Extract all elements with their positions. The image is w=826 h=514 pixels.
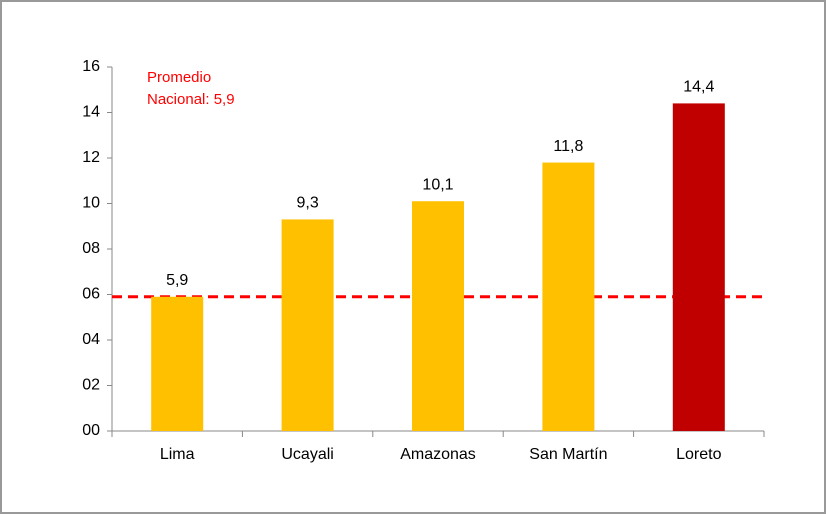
- value-label: 5,9: [166, 272, 188, 289]
- y-tick-label: 00: [82, 422, 100, 439]
- reference-label: Promedio: [147, 69, 211, 86]
- value-label: 14,4: [683, 79, 714, 96]
- x-tick-label: Lima: [160, 446, 195, 463]
- y-tick-label: 14: [82, 104, 100, 121]
- x-tick-label: Loreto: [676, 446, 721, 463]
- bar: [281, 219, 334, 431]
- y-tick-label: 04: [82, 331, 100, 348]
- bar: [151, 296, 204, 431]
- value-label: 11,8: [553, 138, 583, 155]
- y-tick-label: 06: [82, 286, 100, 303]
- y-tick-label: 08: [82, 240, 100, 257]
- x-tick-label: San Martín: [529, 446, 607, 463]
- y-tick-label: 12: [82, 149, 100, 166]
- y-tick-label: 10: [82, 195, 100, 212]
- reference-label: Nacional: 5,9: [147, 91, 235, 108]
- value-label: 10,1: [422, 176, 453, 193]
- bar: [672, 103, 725, 432]
- bar: [412, 201, 464, 431]
- x-tick-label: Amazonas: [400, 446, 476, 463]
- y-tick-label: 16: [82, 58, 100, 75]
- x-tick-label: Ucayali: [281, 446, 333, 463]
- y-tick-label: 02: [82, 377, 100, 394]
- value-label: 9,3: [296, 195, 318, 212]
- bar: [542, 162, 595, 432]
